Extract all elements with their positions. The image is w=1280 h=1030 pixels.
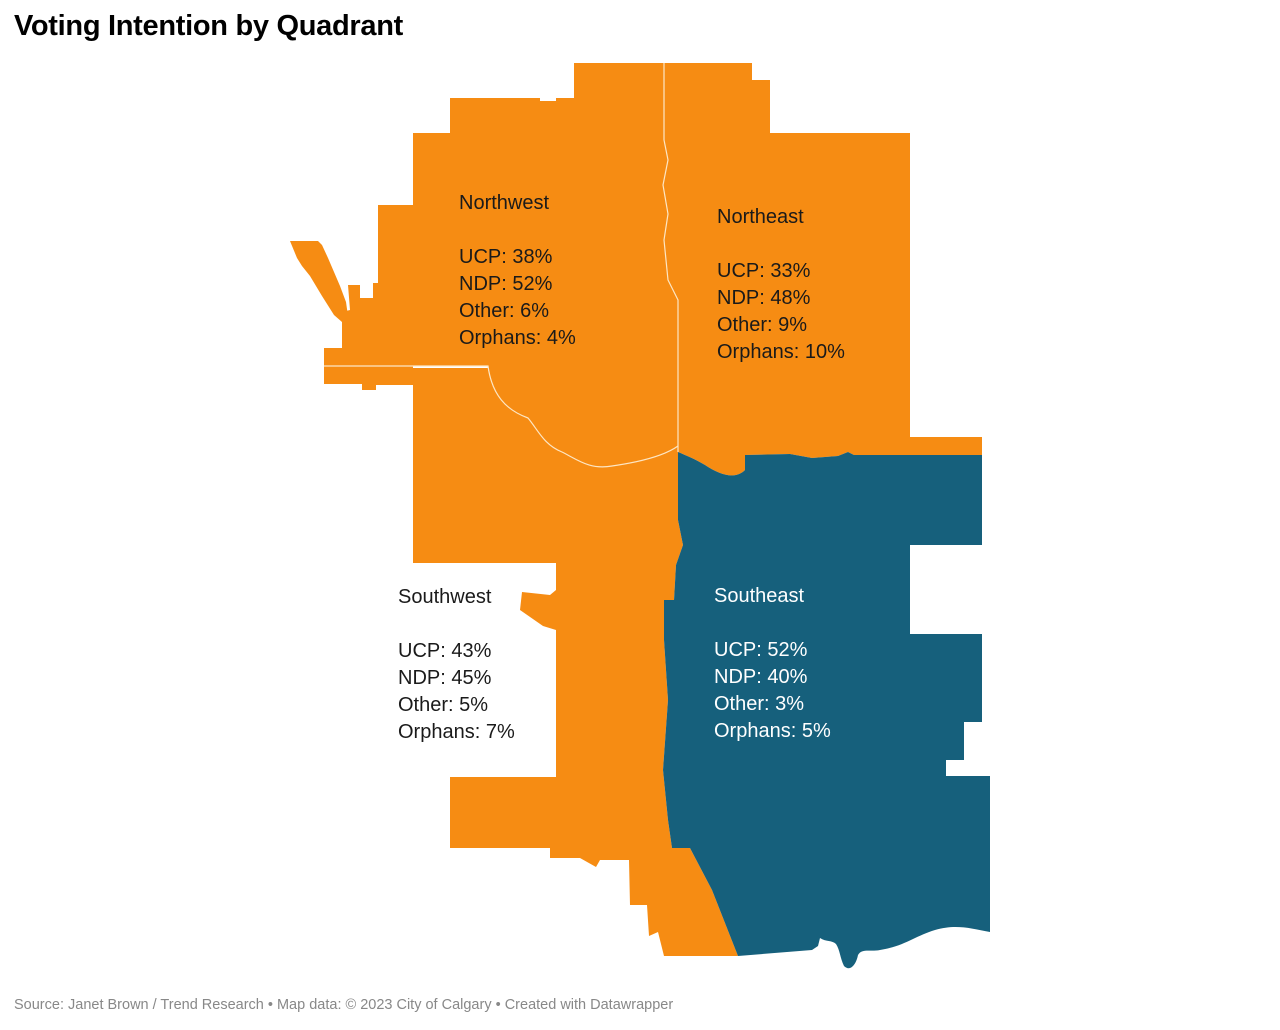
region-name: Northeast <box>717 206 804 228</box>
label-northwest: Northwest UCP: 38% NDP: 52% Other: 6% Or… <box>459 190 576 352</box>
result-orphans: Orphans: 4% <box>459 327 576 349</box>
result-other: Other: 9% <box>717 314 808 336</box>
region-northeast[interactable] <box>663 63 982 476</box>
result-ndp: NDP: 48% <box>717 287 811 309</box>
region-northwest-arm <box>290 241 348 322</box>
source-footer: Source: Janet Brown / Trend Research • M… <box>14 997 674 1013</box>
result-ucp: UCP: 38% <box>459 246 553 268</box>
region-northwest-strip <box>324 366 413 390</box>
label-northeast: Northeast UCP: 33% NDP: 48% Other: 9% Or… <box>717 204 845 366</box>
chart-title: Voting Intention by Quadrant <box>14 10 403 42</box>
result-other: Other: 6% <box>459 300 550 322</box>
label-southeast: Southeast UCP: 52% NDP: 40% Other: 3% Or… <box>714 583 831 745</box>
region-name: Southwest <box>398 586 492 608</box>
result-ndp: NDP: 52% <box>459 273 553 295</box>
result-ucp: UCP: 33% <box>717 260 811 282</box>
label-southwest: Southwest UCP: 43% NDP: 45% Other: 5% Or… <box>398 584 515 746</box>
result-orphans: Orphans: 7% <box>398 721 515 743</box>
region-name: Southeast <box>714 585 805 607</box>
result-ndp: NDP: 40% <box>714 666 808 688</box>
region-southeast[interactable] <box>663 452 990 969</box>
result-orphans: Orphans: 10% <box>717 341 845 363</box>
result-ndp: NDP: 45% <box>398 667 492 689</box>
boundary-nw-ne <box>662 63 679 452</box>
result-ucp: UCP: 52% <box>714 639 808 661</box>
result-orphans: Orphans: 5% <box>714 720 831 742</box>
result-other: Other: 5% <box>398 694 489 716</box>
region-southwest[interactable] <box>413 368 738 956</box>
result-ucp: UCP: 43% <box>398 640 492 662</box>
result-other: Other: 3% <box>714 693 805 715</box>
boundary-nw-sw <box>324 365 679 468</box>
region-name: Northwest <box>459 192 550 214</box>
